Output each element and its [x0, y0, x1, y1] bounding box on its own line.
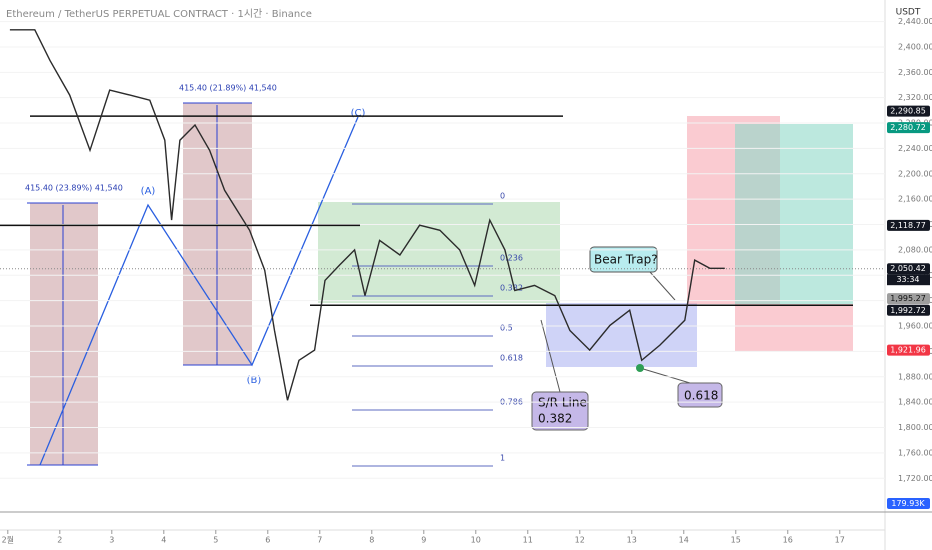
x-tick-label: 3 — [109, 536, 114, 545]
x-tick-label: 4 — [161, 536, 166, 545]
callout-pointer — [649, 271, 676, 301]
y-tick-label: 2,200.00 — [898, 169, 932, 178]
y-tick-label: 1,880.00 — [898, 372, 932, 381]
x-tick-label: 16 — [783, 536, 793, 545]
y-tick-label: 2,080.00 — [898, 245, 932, 254]
wave-label: (B) — [247, 375, 262, 386]
price-tag-label: 1,921.96 — [890, 346, 926, 355]
callout-text: 0.382 — [538, 412, 572, 426]
y-tick-label: 1,800.00 — [898, 423, 932, 432]
x-tick-label: 17 — [835, 536, 845, 545]
price-tag — [887, 263, 930, 275]
price-tag — [887, 105, 930, 117]
price-tag — [887, 293, 930, 305]
x-tick-label: 12 — [575, 536, 585, 545]
price-line — [9, 29, 725, 401]
callout — [677, 382, 723, 408]
wave-label: (A) — [141, 186, 156, 197]
x-tick-label: 9 — [421, 536, 426, 545]
x-tick-label: 11 — [523, 536, 533, 545]
callout — [531, 391, 589, 431]
stop-box — [735, 304, 853, 351]
price-tag-label: 1,992.72 — [890, 306, 926, 315]
wave-label: (C) — [351, 108, 366, 119]
countdown: 33:34 — [896, 275, 919, 284]
price-tag-label: 2,118.77 — [890, 221, 926, 230]
x-tick-label: 15 — [731, 536, 741, 545]
fib-label: 0.382 — [500, 284, 523, 293]
volume-tag — [887, 498, 930, 509]
y-tick-label: 2,440.00 — [898, 17, 932, 26]
price-tag-label: 2,280.72 — [890, 123, 926, 132]
x-tick-label: 10 — [471, 536, 481, 545]
x-tick-label: 5 — [213, 536, 218, 545]
y-tick-label: 2,400.00 — [898, 42, 932, 51]
price-tag-label: 2,290.85 — [890, 107, 926, 116]
target-box — [735, 124, 853, 304]
price-tag — [887, 304, 930, 316]
fib-zone — [546, 303, 697, 367]
y-tick-label: 1,720.00 — [898, 474, 932, 483]
fib-label: 0.5 — [500, 324, 513, 333]
price-tag-label: 2,050.42 — [890, 264, 926, 273]
callout-pointer — [639, 367, 691, 384]
y-tick-label: 1,840.00 — [898, 398, 932, 407]
volume-label: 179.93K — [891, 499, 925, 508]
callout-text: Bear Trap? — [594, 253, 658, 267]
currency: USDT — [896, 8, 921, 18]
y-tick-label: 2,320.00 — [898, 93, 932, 102]
x-tick-label: 2 — [57, 536, 62, 545]
y-tick-label: 1,960.00 — [898, 322, 932, 331]
wave-line — [39, 116, 359, 466]
fib-zone — [318, 202, 560, 303]
countdown-tag — [887, 274, 930, 286]
measure-label: 415.40 (23.89%) 41,540 — [25, 184, 123, 193]
x-tick-label: 7 — [317, 536, 322, 545]
y-tick-label: 1,760.00 — [898, 448, 932, 457]
marker — [636, 364, 644, 372]
price-tag-label: 1,995.27 — [890, 294, 926, 303]
fib-label: 0.236 — [500, 254, 523, 263]
y-tick-label: 2,240.00 — [898, 144, 932, 153]
x-tick-label: 14 — [679, 536, 689, 545]
measure-label: 415.40 (21.89%) 41,540 — [179, 84, 277, 93]
callout-pointer — [540, 319, 561, 393]
x-tick-label: 2월 — [2, 535, 14, 545]
fib-label: 0 — [500, 192, 505, 201]
x-tick-label: 8 — [369, 536, 374, 545]
y-tick-label: 2,360.00 — [898, 68, 932, 77]
price-tag — [887, 219, 930, 231]
callout — [589, 246, 658, 273]
chart-title: Ethereum / TetherUS PERPETUAL CONTRACT ·… — [6, 8, 312, 20]
measure-box — [30, 203, 98, 465]
price-tag — [887, 344, 930, 356]
y-tick-label: 2,160.00 — [898, 195, 932, 204]
fib-label: 1 — [500, 454, 505, 463]
x-tick-label: 6 — [265, 536, 270, 545]
x-tick-label: 13 — [627, 536, 637, 545]
fib-label: 0.618 — [500, 354, 523, 363]
fib-lines — [352, 203, 493, 467]
callout-text: 0.618 — [684, 389, 718, 403]
price-tag — [887, 122, 930, 134]
